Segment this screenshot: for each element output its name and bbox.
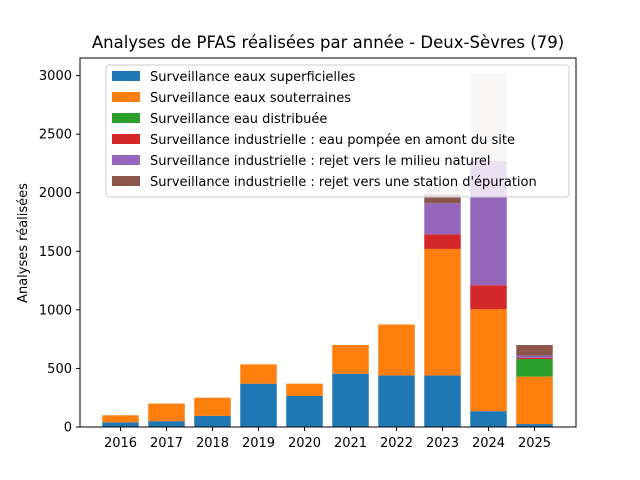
- bar-2020-series-0: [286, 395, 323, 427]
- bar-2023-series-1: [424, 248, 461, 376]
- y-tick-label: 2500: [39, 128, 72, 143]
- x-tick-label: 2022: [380, 436, 413, 451]
- legend-swatch: [112, 155, 140, 165]
- legend-swatch: [112, 176, 140, 186]
- legend-swatch: [112, 134, 140, 144]
- x-tick-label: 2024: [472, 436, 505, 451]
- legend-label: Surveillance industrielle : eau pompée e…: [150, 133, 515, 148]
- bar-2018-series-1: [194, 397, 231, 416]
- plot-frame: [79, 57, 577, 428]
- x-tick-label: 2018: [196, 436, 229, 451]
- bar-2024-series-1: [470, 309, 507, 412]
- bar-2018-series-0: [194, 415, 231, 427]
- bar-2025-series-4: [516, 355, 553, 358]
- y-tick-label: 2000: [39, 186, 72, 201]
- y-axis: 0 500 1000 1500 2000 2500 3000: [39, 69, 80, 436]
- bar-2022-series-1: [378, 324, 415, 376]
- bar-2019-series-0: [240, 383, 277, 427]
- x-tick-label: 2020: [288, 436, 321, 451]
- y-tick-label: 500: [47, 362, 72, 377]
- bar-2023-series-3: [424, 234, 461, 249]
- x-axis: 2016 2017 2018 2019 2020 2021 2022 2023 2024 2025: [104, 427, 551, 451]
- bar-2023-series-5: [424, 194, 461, 204]
- legend-label: Surveillance industrielle : rejet vers u…: [150, 175, 537, 190]
- bar-2025-series-5: [516, 345, 553, 356]
- bar-2021-series-1: [332, 345, 369, 374]
- legend-label: Surveillance eaux superficielles: [150, 70, 356, 85]
- bar-2021-series-0: [332, 373, 369, 427]
- bar-2025-series-1: [516, 376, 553, 425]
- y-tick-label: 1500: [39, 245, 72, 260]
- bar-2016-series-0: [102, 422, 139, 427]
- legend: Surveillance eaux superficielles Surveill…: [105, 64, 570, 198]
- bar-2025-series-0: [516, 424, 553, 427]
- y-tick-label: 3000: [39, 69, 72, 84]
- legend-label: Surveillance industrielle : rejet vers l…: [150, 154, 491, 169]
- legend-label: Surveillance eau distribuée: [150, 112, 327, 127]
- legend-swatch: [112, 92, 140, 102]
- x-tick-label: 2021: [334, 436, 367, 451]
- legend-swatch: [112, 113, 140, 123]
- bar-2025-series-2: [516, 359, 553, 377]
- bar-2020-series-1: [286, 383, 323, 396]
- legend-label: Surveillance eaux souterraines: [150, 91, 351, 106]
- chart-title: Analyses de PFAS réalisées par année - D…: [92, 33, 564, 52]
- x-tick-label: 2025: [518, 436, 551, 451]
- bar-2025-series-3: [516, 357, 553, 360]
- legend-swatch: [112, 71, 140, 81]
- bar-2023-series-4: [424, 203, 461, 235]
- bar-2022-series-0: [378, 375, 415, 427]
- bar-2024-series-0: [470, 411, 507, 427]
- x-tick-label: 2023: [426, 436, 459, 451]
- bar-2023-series-0: [424, 375, 461, 427]
- bar-2019-series-1: [240, 364, 277, 384]
- y-axis-label: Analyses réalisées: [16, 183, 31, 303]
- y-tick-label: 1000: [39, 303, 72, 318]
- x-tick-label: 2019: [242, 436, 275, 451]
- bar-2024-series-3: [470, 285, 507, 310]
- bar-2017-series-1: [148, 403, 185, 422]
- x-tick-label: 2017: [150, 436, 183, 451]
- legend-box: [105, 64, 570, 198]
- y-tick-label: 0: [64, 421, 72, 436]
- x-tick-label: 2016: [104, 436, 137, 451]
- bar-2016-series-1: [102, 415, 139, 423]
- bar-2017-series-0: [148, 421, 185, 427]
